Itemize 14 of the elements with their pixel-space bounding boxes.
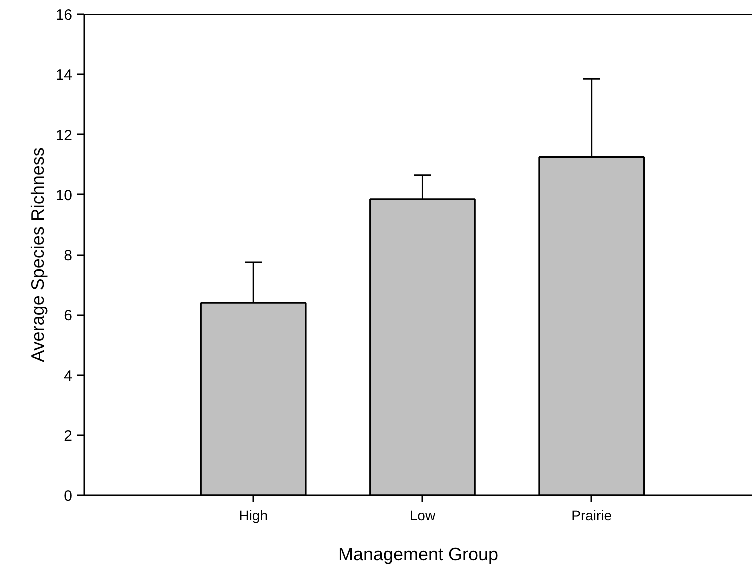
x-tick-label: High (239, 508, 268, 524)
y-tick-label: 16 (56, 7, 73, 24)
x-tick-label: Low (410, 508, 436, 524)
y-tick-label: 12 (56, 127, 73, 144)
y-tick-label: 4 (64, 368, 72, 385)
x-tick-label: Prairie (572, 508, 612, 524)
y-tick-label: 0 (64, 488, 72, 505)
y-axis-title: Average Species Richness (28, 148, 48, 362)
y-tick-label: 2 (64, 428, 72, 445)
y-tick-label: 8 (64, 248, 72, 264)
y-tick-label: 14 (56, 67, 73, 84)
y-tick-label: 6 (64, 308, 72, 325)
y-tick-label: 10 (56, 187, 73, 204)
x-axis-title: Management Group (338, 544, 499, 564)
